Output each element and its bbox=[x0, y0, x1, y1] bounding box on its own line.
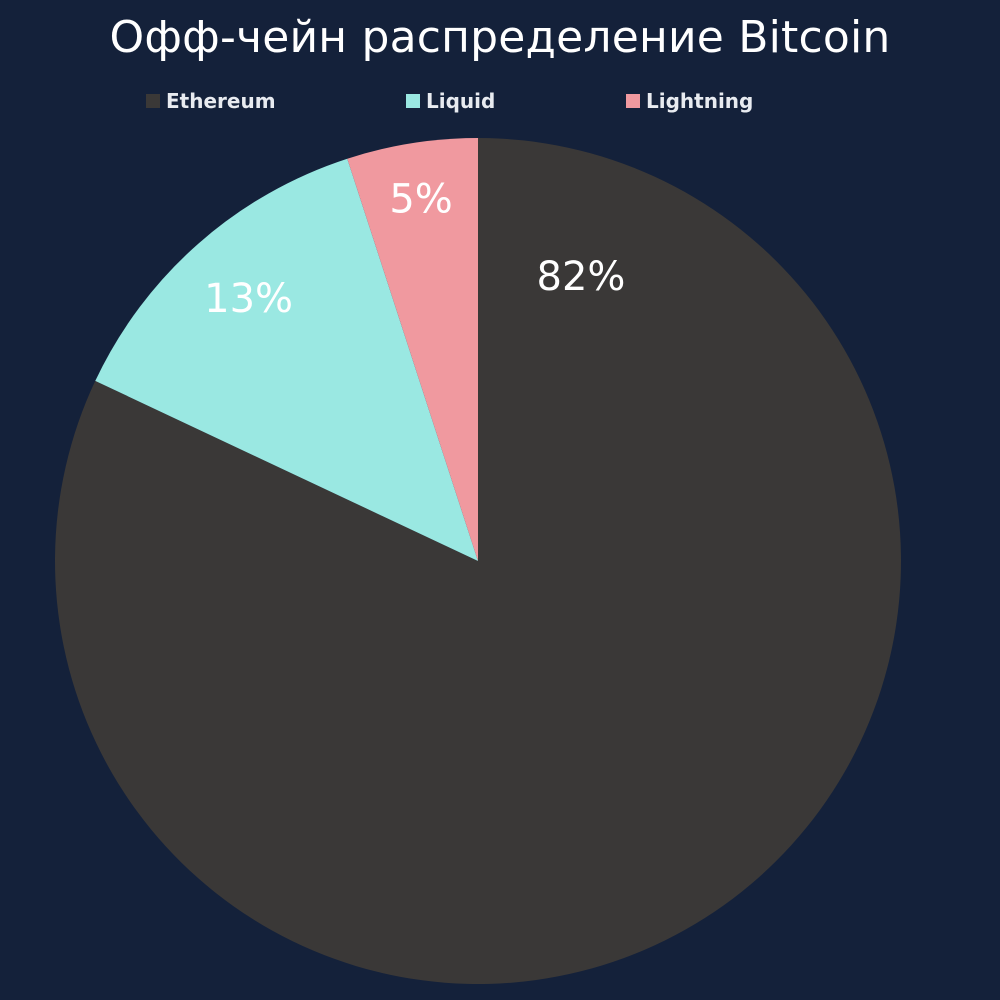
legend-label-lightning: Lightning bbox=[646, 89, 754, 113]
pie-slice-ethereum bbox=[55, 138, 902, 985]
legend-item-ethereum: Ethereum bbox=[146, 86, 276, 116]
chart-title: Офф-чейн распределение Bitcoin bbox=[109, 12, 891, 63]
data-label-lightning: 5% bbox=[389, 177, 452, 223]
legend-swatch-lightning bbox=[626, 94, 640, 108]
legend-item-liquid: Liquid bbox=[406, 86, 495, 116]
legend-item-lightning: Lightning bbox=[626, 86, 753, 116]
legend-swatch-ethereum bbox=[146, 94, 160, 108]
legend-label-ethereum: Ethereum bbox=[166, 89, 276, 113]
pie-slice-liquid bbox=[95, 158, 479, 561]
legend-label-liquid: Liquid bbox=[426, 89, 496, 113]
legend: Ethereum Liquid Lightning bbox=[0, 86, 1000, 116]
pie-slice-lightning bbox=[347, 138, 478, 561]
data-label-liquid: 13% bbox=[204, 276, 293, 322]
data-label-ethereum: 82% bbox=[537, 254, 626, 300]
legend-swatch-liquid bbox=[406, 94, 420, 108]
